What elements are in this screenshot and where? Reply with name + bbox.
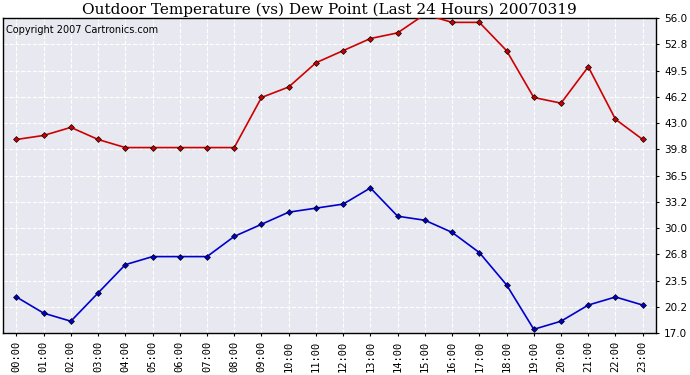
Text: Copyright 2007 Cartronics.com: Copyright 2007 Cartronics.com (6, 25, 158, 34)
Title: Outdoor Temperature (vs) Dew Point (Last 24 Hours) 20070319: Outdoor Temperature (vs) Dew Point (Last… (82, 3, 577, 17)
